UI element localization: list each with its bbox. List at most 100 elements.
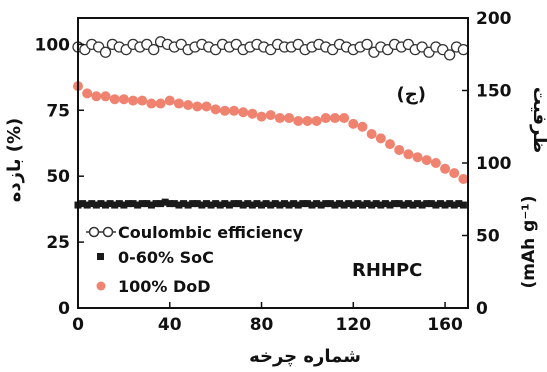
point-0-60-soc xyxy=(340,201,348,209)
point-100-dod xyxy=(155,98,166,109)
y-right-tick-label: 100 xyxy=(476,154,512,174)
point-0-60-soc xyxy=(436,200,444,208)
y-right-tick-label: 0 xyxy=(476,299,488,319)
point-100-dod xyxy=(311,115,322,126)
point-100-dod xyxy=(247,108,258,119)
point-0-60-soc xyxy=(244,200,252,208)
point-0-60-soc xyxy=(322,200,330,208)
point-100-dod xyxy=(265,110,276,121)
x-tick-label: 80 xyxy=(250,315,274,335)
point-100-dod xyxy=(164,95,175,106)
panel-label: (ج) xyxy=(397,84,426,105)
point-0-60-soc xyxy=(221,200,229,208)
point-0-60-soc xyxy=(115,200,123,208)
point-0-60-soc xyxy=(432,201,440,209)
x-tick-label: 0 xyxy=(72,315,84,335)
point-0-60-soc xyxy=(79,200,87,208)
y-right-axis-unit: (mAh g⁻¹) xyxy=(519,195,539,288)
point-0-60-soc xyxy=(230,200,238,208)
point-0-60-soc xyxy=(202,200,210,208)
point-0-60-soc xyxy=(134,201,142,209)
point-0-60-soc xyxy=(88,200,96,208)
point-0-60-soc xyxy=(184,201,192,209)
point-0-60-soc xyxy=(258,201,266,209)
point-0-60-soc xyxy=(326,200,334,208)
point-0-60-soc xyxy=(404,200,412,208)
point-100-dod xyxy=(274,113,285,124)
point-0-60-soc xyxy=(271,200,279,208)
point-0-60-soc xyxy=(354,200,362,208)
point-0-60-soc xyxy=(102,201,110,209)
point-0-60-soc xyxy=(143,200,151,208)
point-0-60-soc xyxy=(372,200,380,208)
point-100-dod xyxy=(82,88,93,99)
legend-marker-open-circle xyxy=(102,226,114,238)
point-100-dod xyxy=(109,94,120,105)
point-100-dod xyxy=(302,115,313,126)
y-right-axis-label: ظرفیت xyxy=(529,87,547,153)
point-100-dod xyxy=(357,121,368,132)
point-0-60-soc xyxy=(83,201,91,209)
point-100-dod xyxy=(385,139,395,150)
point-0-60-soc xyxy=(138,200,146,208)
point-100-dod xyxy=(348,118,359,129)
point-0-60-soc xyxy=(459,201,467,209)
point-0-60-soc xyxy=(455,200,463,208)
point-100-dod xyxy=(118,94,129,105)
point-0-60-soc xyxy=(358,201,366,209)
y-left-tick-label: 100 xyxy=(35,35,71,55)
point-0-60-soc xyxy=(157,200,165,208)
x-ticks: 0 40 80 120 160 xyxy=(72,302,463,335)
point-0-60-soc xyxy=(400,201,408,209)
point-0-60-soc xyxy=(368,201,376,209)
point-0-60-soc xyxy=(299,200,307,208)
point-100-dod xyxy=(430,158,441,168)
point-100-dod xyxy=(329,113,340,124)
point-0-60-soc xyxy=(331,201,339,209)
point-0-60-soc xyxy=(290,200,298,208)
legend-entry-soc: 0-60% SoC xyxy=(97,248,214,267)
y-left-ticks: 0 25 50 75 100 xyxy=(35,35,84,319)
point-100-dod xyxy=(210,104,221,115)
point-100-dod xyxy=(91,91,102,102)
legend-label-coulombic: Coulombic efficiency xyxy=(118,223,304,242)
point-0-60-soc xyxy=(166,200,174,208)
point-100-dod xyxy=(440,163,451,174)
point-0-60-soc xyxy=(363,200,371,208)
legend-marker-square xyxy=(97,253,104,260)
legend-label-soc: 0-60% SoC xyxy=(118,248,214,267)
point-0-60-soc xyxy=(276,201,284,209)
point-0-60-soc xyxy=(345,200,353,208)
point-100-dod xyxy=(403,149,414,160)
point-0-60-soc xyxy=(391,200,399,208)
series-layer xyxy=(72,36,470,209)
point-0-60-soc xyxy=(198,201,206,209)
point-0-60-soc xyxy=(207,201,215,209)
point-100-dod xyxy=(219,105,230,116)
point-0-60-soc xyxy=(317,201,325,209)
y-left-tick-label: 25 xyxy=(46,233,70,253)
point-100-dod xyxy=(128,95,139,106)
x-tick-label: 160 xyxy=(427,315,463,335)
y-right-tick-label: 50 xyxy=(476,227,500,247)
point-0-60-soc xyxy=(450,201,458,209)
point-0-60-soc xyxy=(409,201,417,209)
point-100-dod xyxy=(192,101,203,112)
point-0-60-soc xyxy=(170,200,178,208)
point-100-dod xyxy=(137,95,148,106)
point-0-60-soc xyxy=(152,200,160,208)
point-0-60-soc xyxy=(253,200,261,208)
point-0-60-soc xyxy=(418,201,426,209)
y-left-tick-label: 75 xyxy=(46,101,70,121)
point-0-60-soc xyxy=(129,200,137,208)
point-0-60-soc xyxy=(414,200,422,208)
point-100-dod xyxy=(146,98,157,109)
point-0-60-soc xyxy=(294,201,302,209)
x-tick-label: 40 xyxy=(158,315,182,335)
y-left-tick-label: 0 xyxy=(58,299,70,319)
point-100-dod xyxy=(173,98,184,109)
point-0-60-soc xyxy=(111,201,119,209)
point-0-60-soc xyxy=(235,200,243,208)
y-left-tick-label: 50 xyxy=(46,167,70,187)
